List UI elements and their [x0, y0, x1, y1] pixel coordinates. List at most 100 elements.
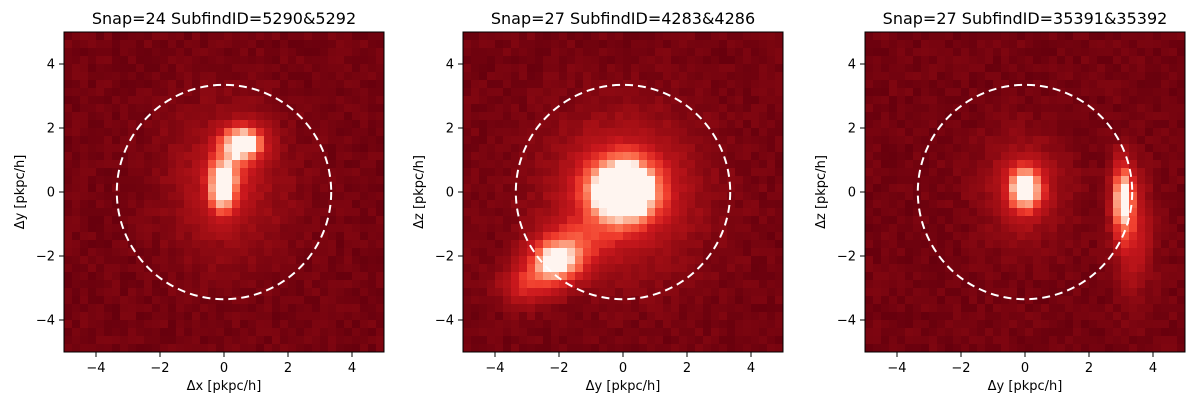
heatmap-cell [695, 120, 704, 129]
heatmap-cell [1145, 248, 1154, 257]
heatmap-cell [889, 64, 898, 73]
heatmap-cell [511, 304, 520, 313]
heatmap-cell [567, 128, 576, 137]
heatmap-cell [767, 192, 776, 201]
heatmap-cell [96, 280, 105, 289]
heatmap-cell [288, 216, 297, 225]
heatmap-cell [929, 256, 938, 265]
heatmap-cell [495, 160, 504, 169]
heatmap-cell [687, 272, 696, 281]
heatmap-cell [631, 32, 640, 41]
heatmap-cell [663, 160, 672, 169]
heatmap-cell [985, 184, 994, 193]
heatmap-cell [865, 64, 874, 73]
heatmap-cell [591, 80, 600, 89]
heatmap-cell [969, 264, 978, 273]
heatmap-cell [1161, 160, 1170, 169]
heatmap-cell [1025, 280, 1034, 289]
heatmap-cell [961, 64, 970, 73]
heatmap-cell [1153, 152, 1162, 161]
heatmap-cell [184, 144, 193, 153]
heatmap-cell [937, 168, 946, 177]
heatmap-cell [743, 280, 752, 289]
heatmap-cell [1145, 200, 1154, 209]
heatmap-cell [144, 56, 153, 65]
heatmap-cell [905, 88, 914, 97]
heatmap-cell [559, 144, 568, 153]
heatmap-cell [921, 112, 930, 121]
heatmap-cell [743, 192, 752, 201]
heatmap-cell [184, 80, 193, 89]
heatmap-cell [479, 72, 488, 81]
heatmap-cell [703, 296, 712, 305]
heatmap-cell [248, 320, 257, 329]
heatmap-cell [312, 160, 321, 169]
heatmap-cell [663, 280, 672, 289]
heatmap-cell [336, 104, 345, 113]
heatmap-cell [248, 48, 257, 57]
heatmap-cell [320, 328, 329, 337]
heatmap-cell [1017, 48, 1026, 57]
heatmap-cell [1153, 288, 1162, 297]
heatmap-cell [767, 32, 776, 41]
heatmap-cell [647, 80, 656, 89]
heatmap-cell [368, 120, 377, 129]
heatmap-cell [96, 184, 105, 193]
heatmap-cell [240, 120, 249, 129]
heatmap-cell [296, 216, 305, 225]
heatmap-cell [1033, 168, 1042, 177]
heatmap-cell [232, 32, 241, 41]
heatmap-cell [591, 272, 600, 281]
heatmap-cell [905, 304, 914, 313]
heatmap-cell [1097, 304, 1106, 313]
heatmap-cell [296, 336, 305, 345]
heatmap-cell [160, 136, 169, 145]
heatmap-cell [479, 136, 488, 145]
heatmap-cell [921, 240, 930, 249]
heatmap-cell [1177, 176, 1186, 185]
heatmap-cell [312, 200, 321, 209]
heatmap-cell [889, 200, 898, 209]
heatmap-cell [647, 232, 656, 241]
heatmap-cell [152, 128, 161, 137]
heatmap-cell [304, 256, 313, 265]
heatmap-cell [376, 216, 385, 225]
heatmap-cell [623, 320, 632, 329]
heatmap-cell [865, 312, 874, 321]
heatmap-cell [977, 176, 986, 185]
heatmap-cell [599, 224, 608, 233]
heatmap-cell [200, 104, 209, 113]
heatmap-cell [873, 56, 882, 65]
heatmap-cell [881, 72, 890, 81]
heatmap-cell [1169, 72, 1178, 81]
heatmap-cell [623, 112, 632, 121]
heatmap-cell [208, 288, 217, 297]
heatmap-cell [929, 112, 938, 121]
heatmap-cell [1097, 184, 1106, 193]
heatmap-cell [471, 176, 480, 185]
heatmap-cell [1001, 200, 1010, 209]
heatmap-cell [559, 160, 568, 169]
heatmap-cell [463, 328, 472, 337]
heatmap-cell [671, 288, 680, 297]
heatmap-cell [264, 256, 273, 265]
heatmap-cell [873, 232, 882, 241]
heatmap-cell [248, 304, 257, 313]
heatmap-cell [479, 240, 488, 249]
heatmap-cell [312, 176, 321, 185]
heatmap-cell [1089, 192, 1098, 201]
heatmap-cell [583, 216, 592, 225]
heatmap-cell [929, 208, 938, 217]
heatmap-cell [216, 240, 225, 249]
heatmap-cell [176, 216, 185, 225]
heatmap-cell [232, 208, 241, 217]
heatmap-cell [120, 144, 129, 153]
heatmap-cell [72, 176, 81, 185]
heatmap-cell [232, 72, 241, 81]
heatmap-cell [104, 72, 113, 81]
heatmap-cell [1065, 96, 1074, 105]
heatmap-cell [961, 160, 970, 169]
heatmap-cell [128, 40, 137, 49]
heatmap-cell [336, 272, 345, 281]
heatmap-cell [985, 320, 994, 329]
